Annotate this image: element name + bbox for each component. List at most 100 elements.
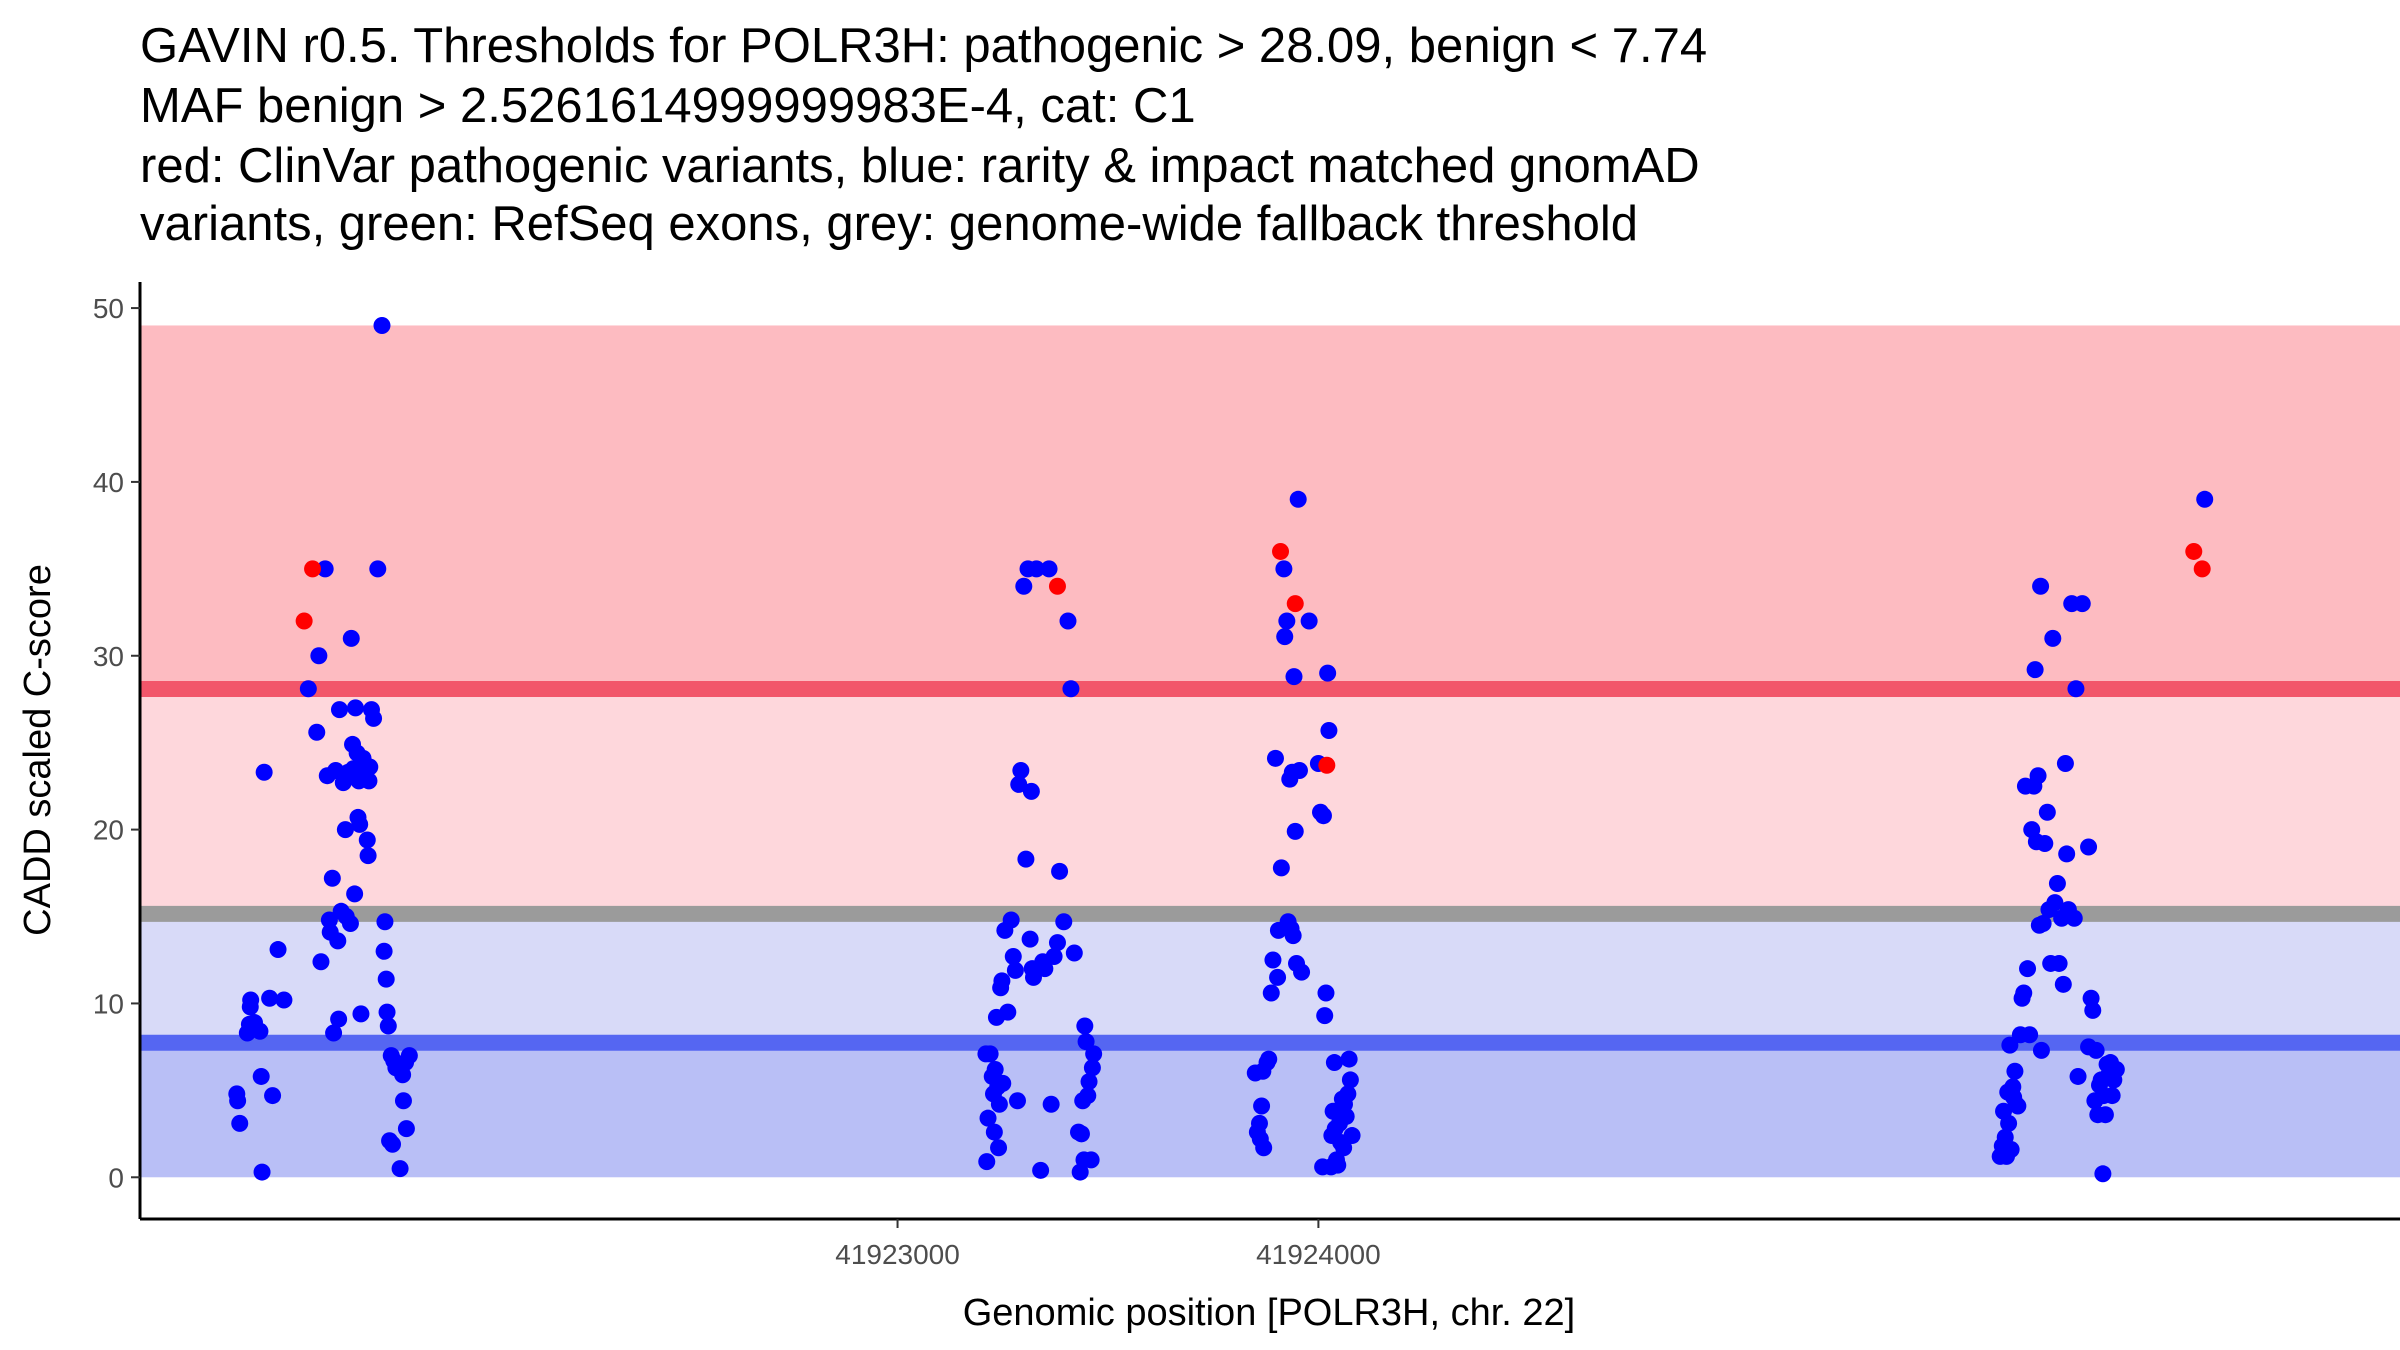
gnomad-point (384, 1135, 402, 1153)
gnomad-point (352, 1005, 370, 1023)
gnomad-point (999, 1003, 1017, 1021)
gnomad-point (1275, 560, 1293, 578)
gnomad-point (359, 847, 377, 865)
gnomad-point (981, 1045, 999, 1063)
gnomad-point (2069, 1067, 2087, 1085)
gnomad-point (1314, 807, 1332, 825)
gnomad-point (1320, 722, 1338, 740)
gnomad-point (358, 831, 376, 849)
gnomad-point (2015, 984, 2033, 1002)
gnomad-point (379, 1017, 397, 1035)
gnomad-point (979, 1109, 997, 1127)
gnomad-point (2046, 894, 2064, 912)
gnomad-point (2032, 577, 2050, 595)
gnomad-point (1264, 951, 1282, 969)
gnomad-point (391, 1160, 409, 1178)
gnomad-point (1065, 944, 1083, 962)
gnomad-point (2019, 960, 2037, 978)
gnomad-point (1290, 761, 1308, 779)
gnomad-point (397, 1120, 415, 1138)
gnomad-point (1072, 1125, 1090, 1143)
gnomad-point (253, 1163, 271, 1181)
gnomad-point (1340, 1050, 1358, 1068)
gnomad-point (400, 1047, 418, 1065)
gnomad-point (1083, 1059, 1101, 1077)
gnomad-point (1077, 1033, 1095, 1051)
gnomad-point (994, 1074, 1012, 1092)
gnomad-point (1015, 577, 1033, 595)
gnomad-point (369, 560, 387, 578)
gnomad-point (1341, 1071, 1359, 1089)
gnomad-point (242, 991, 260, 1009)
gnomad-point (1260, 1050, 1278, 1068)
gnomad-point (1278, 612, 1296, 630)
gnomad-point (310, 647, 328, 665)
gnomad-point (375, 942, 393, 960)
gnomad-point (252, 1067, 270, 1085)
gnomad-point (1076, 1017, 1094, 1035)
gnomad-point (2073, 595, 2091, 613)
gnomad-point (2096, 1106, 2114, 1124)
gnomad-point (299, 680, 317, 698)
x-tick-label: 41924000 (1256, 1239, 1381, 1270)
y-axis-title: CADD scaled C-score (17, 564, 59, 936)
gnomad-point (2067, 680, 2085, 698)
gnomad-point (1085, 1045, 1103, 1063)
gnomad-point (251, 1022, 269, 1040)
gnomad-point (1329, 1156, 1347, 1174)
gnomad-point (2036, 835, 2054, 853)
gnomad-point (2196, 490, 2214, 508)
gnomad-point (1266, 749, 1284, 767)
gnomad-point (1269, 968, 1287, 986)
gnomad-point (993, 972, 1011, 990)
gnomad-point (1255, 1139, 1273, 1157)
chart-title-line-3: red: ClinVar pathogenic variants, blue: … (140, 139, 1700, 193)
gnomad-point (1286, 822, 1304, 840)
gnomad-point (1062, 680, 1080, 698)
y-axis-ticks: 0 10 20 30 40 50 (93, 293, 140, 1193)
gnomad-point (1250, 1114, 1268, 1132)
gnomad-point (1272, 859, 1290, 877)
gnomad-point (2009, 1097, 2027, 1115)
gnomad-point (1079, 1087, 1097, 1105)
gnomad-point (1048, 934, 1066, 952)
gnomad-point (316, 560, 334, 578)
gnomad-point (1055, 913, 1073, 931)
gnomad-point (365, 709, 383, 727)
gnomad-point (360, 772, 378, 790)
gnomad-point (2032, 1041, 2050, 1059)
gnomad-point (1339, 1085, 1357, 1103)
pathogenic-point (295, 612, 313, 630)
gnomad-point (2034, 914, 2052, 932)
gnomad-point (978, 1153, 996, 1171)
gnomad-point (261, 989, 279, 1007)
gnomad-point (2058, 845, 2076, 863)
gnomad-point (1004, 948, 1022, 966)
chart-title-line-2: MAF benign > 2.5261614999999983E-4, cat:… (140, 79, 1196, 133)
pathogenic-point (1286, 595, 1304, 613)
gnomad-point (1319, 664, 1337, 682)
x-axis-title: Genomic position [POLR3H, chr. 22] (963, 1292, 1576, 1334)
gnomad-point (1051, 862, 1069, 880)
gnomad-point (2065, 909, 2083, 927)
gnomad-point (985, 1123, 1003, 1141)
gnomad-point (1337, 1107, 1355, 1125)
gnomad-point (312, 953, 330, 971)
gnomad-point (2048, 874, 2066, 892)
gnomad-point (1262, 984, 1280, 1002)
gnomad-point (1289, 490, 1307, 508)
gnomad-point (361, 758, 379, 776)
pathogenic-zone (140, 325, 2400, 689)
gnomad-point (1040, 560, 1058, 578)
gnomad-point (1343, 1127, 1361, 1145)
pathogenic-point (1048, 577, 1066, 595)
gnomad-point (1300, 612, 1318, 630)
gnomad-point (346, 699, 364, 717)
x-tick-label: 41923000 (835, 1239, 960, 1270)
y-tick-label: 20 (93, 815, 124, 846)
gnomad-point (1008, 1092, 1026, 1110)
gnomad-point (2094, 1165, 2112, 1183)
gnomad-point (2002, 1140, 2020, 1158)
gnomad-point (2103, 1087, 2121, 1105)
